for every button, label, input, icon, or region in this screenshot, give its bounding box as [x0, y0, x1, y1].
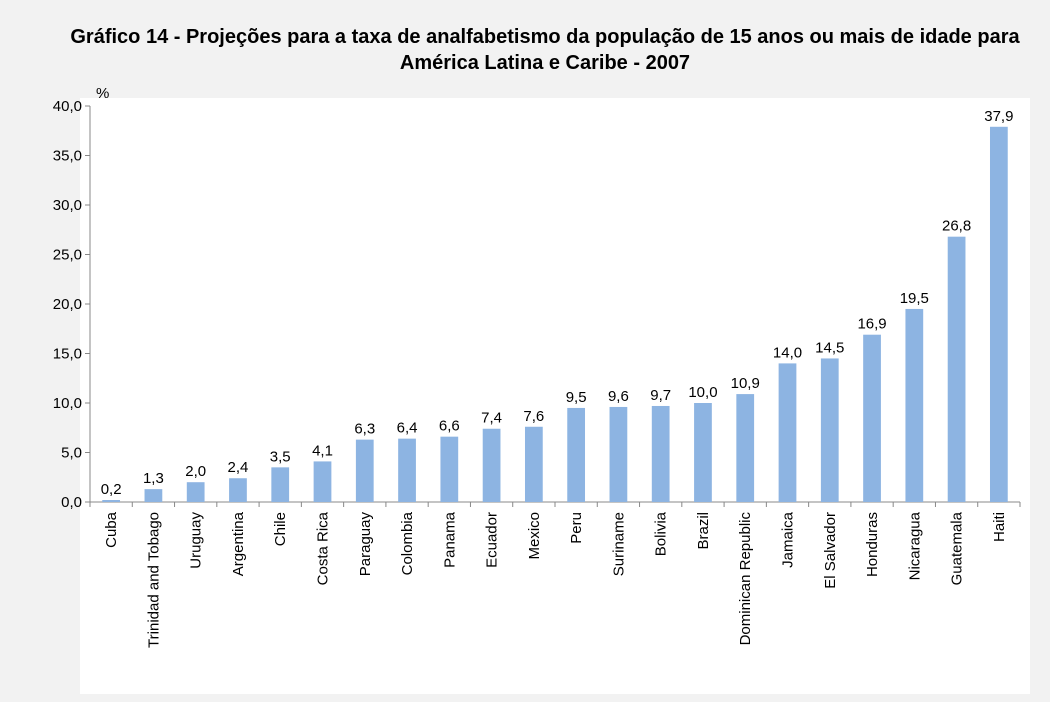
data-label: 7,4 [481, 410, 502, 427]
x-tick-label: Mexico [526, 512, 543, 560]
x-tick-label: Bolivia [653, 511, 670, 556]
data-label: 3,5 [270, 448, 291, 465]
y-tick-label: 20,0 [53, 296, 82, 313]
bar [863, 334, 881, 502]
data-label: 0,2 [101, 481, 122, 498]
data-label: 6,6 [439, 418, 460, 435]
x-tick-label: Paraguay [357, 512, 374, 577]
x-tick-label: Jamaica [780, 511, 797, 568]
x-tick-label: Dominican Republic [737, 512, 754, 646]
y-tick-label: 10,0 [53, 395, 82, 412]
data-label: 10,9 [731, 375, 760, 392]
x-tick-label: Suriname [610, 512, 627, 576]
data-label: 6,3 [354, 421, 375, 438]
bar [609, 406, 628, 502]
bar [820, 358, 839, 502]
bar [694, 403, 712, 502]
y-tick-label: 40,0 [53, 98, 82, 115]
bar [736, 394, 755, 502]
data-label: 9,7 [650, 387, 671, 404]
data-label: 14,5 [815, 339, 844, 356]
y-tick-label: 5,0 [61, 445, 82, 462]
x-tick-label: Brazil [695, 512, 712, 550]
y-axis-label: % [96, 85, 109, 102]
bar [482, 428, 501, 502]
data-label: 14,0 [773, 344, 802, 361]
x-tick-label: Trinidad and Tobago [145, 512, 162, 648]
bar [102, 500, 121, 502]
chart-title: Gráfico 14 - Projeções para a taxa de an… [70, 26, 1020, 74]
x-tick-label: Chile [272, 512, 289, 546]
x-tick-label: Honduras [864, 512, 881, 577]
bar [651, 405, 670, 502]
x-tick-label: El Salvador [822, 512, 839, 589]
plot-background [80, 98, 1030, 694]
bar [567, 407, 586, 502]
bar [186, 482, 205, 502]
y-tick-label: 0,0 [61, 494, 82, 511]
y-tick-label: 15,0 [53, 346, 82, 363]
x-tick-label: Costa Rica [315, 511, 332, 585]
bar [144, 489, 163, 502]
x-tick-label: Cuba [103, 511, 120, 548]
x-tick-label: Panama [441, 511, 458, 568]
data-label: 4,1 [312, 442, 333, 459]
bar [271, 467, 290, 502]
x-tick-label: Peru [568, 512, 585, 544]
data-label: 1,3 [143, 470, 164, 487]
data-label: 2,4 [228, 459, 249, 476]
bar [440, 436, 459, 502]
data-label: 37,9 [984, 108, 1013, 125]
y-tick-label: 35,0 [53, 148, 82, 165]
x-tick-label: Haiti [991, 512, 1008, 542]
bar [905, 308, 924, 502]
bar [947, 236, 966, 502]
bar [355, 439, 374, 502]
data-label: 19,5 [900, 290, 929, 307]
data-label: 26,8 [942, 218, 971, 235]
data-label: 2,0 [185, 463, 206, 480]
bar [229, 478, 247, 502]
x-tick-label: Nicaragua [906, 511, 923, 580]
x-tick-label: Colombia [399, 511, 416, 575]
data-label: 10,0 [688, 384, 717, 401]
bar [313, 461, 332, 502]
bar [398, 438, 416, 502]
x-tick-label: Guatemala [949, 511, 966, 585]
data-label: 9,5 [566, 389, 587, 406]
data-label: 16,9 [857, 316, 886, 333]
data-label: 6,4 [397, 420, 418, 437]
x-tick-label: Uruguay [188, 512, 205, 569]
data-label: 7,6 [523, 408, 544, 425]
bar [989, 126, 1008, 502]
y-tick-label: 30,0 [53, 197, 82, 214]
bar [778, 363, 797, 502]
x-tick-label: Ecuador [484, 512, 501, 568]
x-tick-label: Argentina [230, 511, 247, 576]
data-label: 9,6 [608, 388, 629, 405]
y-tick-label: 25,0 [53, 247, 82, 264]
bar [524, 426, 543, 502]
